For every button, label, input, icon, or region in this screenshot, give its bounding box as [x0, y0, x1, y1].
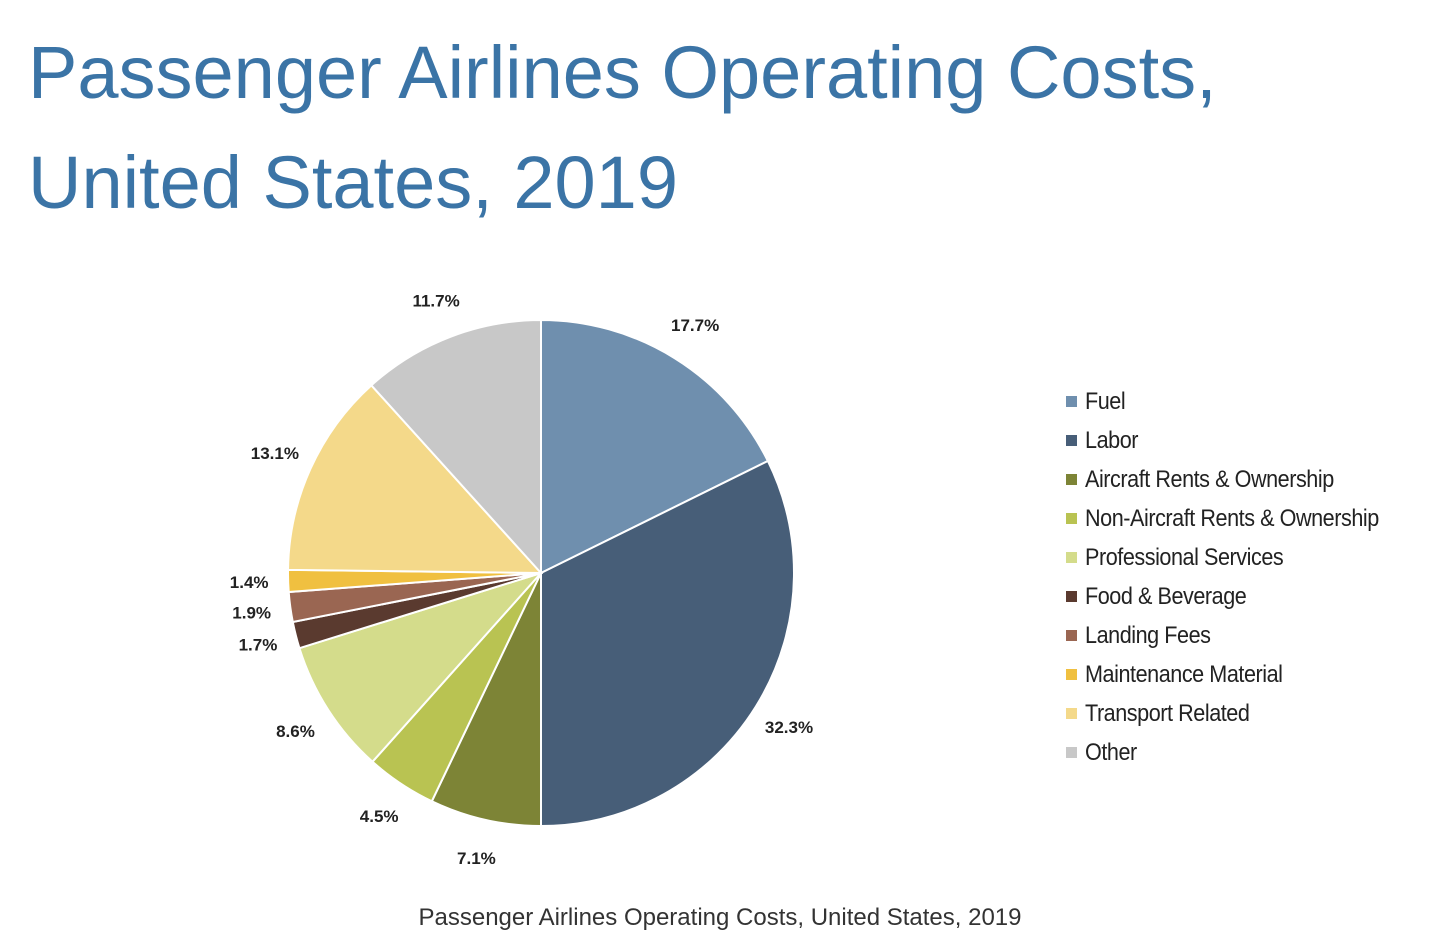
legend-swatch	[1066, 630, 1077, 641]
legend-swatch	[1066, 747, 1077, 758]
legend-item: Landing Fees	[1066, 616, 1411, 655]
legend-swatch	[1066, 435, 1077, 446]
data-label: 1.9%	[232, 603, 271, 622]
data-label: 4.5%	[360, 807, 399, 826]
legend-label: Food & Beverage	[1085, 582, 1247, 610]
legend-item: Maintenance Material	[1066, 655, 1411, 694]
data-label: 8.6%	[276, 722, 315, 741]
legend: Fuel Labor Aircraft Rents & Ownership Non-A…	[1066, 382, 1411, 772]
legend-swatch	[1066, 591, 1077, 602]
legend-label: Fuel	[1085, 387, 1126, 415]
legend-swatch	[1066, 396, 1077, 407]
legend-label: Labor	[1085, 426, 1139, 454]
pie-slice-transport-related	[287, 383, 544, 575]
data-label: 7.1%	[457, 849, 496, 868]
data-label: 1.4%	[230, 573, 269, 592]
pie-slice-fuel	[540, 318, 770, 575]
data-label: 32.3%	[765, 718, 813, 737]
legend-label: Transport Related	[1085, 699, 1250, 727]
legend-item: Non-Aircraft Rents & Ownership	[1066, 499, 1411, 538]
legend-item: Labor	[1066, 421, 1411, 460]
data-label: 1.7%	[239, 636, 278, 655]
pie-slice-other	[369, 318, 542, 576]
legend-label: Professional Services	[1085, 543, 1284, 571]
legend-item: Aircraft Rents & Ownership	[1066, 460, 1411, 499]
legend-item: Food & Beverage	[1066, 577, 1411, 616]
legend-item: Fuel	[1066, 382, 1411, 421]
legend-swatch	[1066, 513, 1077, 524]
legend-label: Other	[1085, 738, 1137, 766]
data-label: 13.1%	[251, 444, 299, 463]
legend-item: Professional Services	[1066, 538, 1411, 577]
legend-swatch	[1066, 474, 1077, 485]
data-label: 11.7%	[412, 292, 459, 311]
legend-item: Transport Related	[1066, 694, 1411, 733]
legend-label: Non-Aircraft Rents & Ownership	[1085, 504, 1379, 532]
pie-slice-professional-services	[298, 570, 545, 764]
pie-slice-labor	[540, 459, 795, 828]
page-title: Passenger Airlines Operating Costs, Unit…	[28, 31, 1217, 224]
chart-caption: Passenger Airlines Operating Costs, Unit…	[418, 904, 1022, 931]
legend-swatch	[1066, 669, 1077, 680]
legend-label: Aircraft Rents & Ownership	[1085, 465, 1334, 493]
legend-label: Maintenance Material	[1085, 660, 1283, 688]
pie-slice-aircraft-rents-ownership	[430, 572, 542, 828]
legend-swatch	[1066, 708, 1077, 719]
legend-swatch	[1066, 552, 1077, 563]
data-label: 17.7%	[671, 316, 719, 335]
legend-label: Landing Fees	[1085, 621, 1211, 649]
legend-item: Other	[1066, 733, 1411, 772]
